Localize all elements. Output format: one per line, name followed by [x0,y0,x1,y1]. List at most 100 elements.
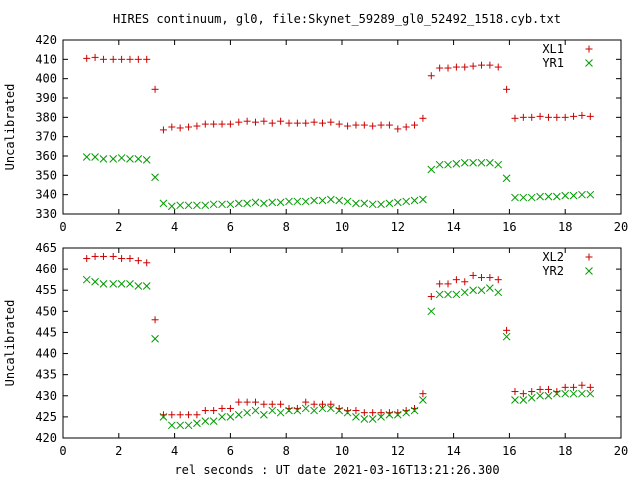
data-point-yr1 [293,197,302,206]
data-point-yr2 [226,413,235,421]
data-point-xl2 [99,252,107,260]
top-y-tick-label: 370 [35,130,57,144]
top-y-tick-label: 390 [35,91,57,105]
data-point-xl1 [561,113,569,121]
data-point-yr1 [285,197,293,206]
data-point-xl1 [511,114,519,122]
data-point-xl2 [578,381,586,389]
data-point-xl1 [586,112,594,120]
bottom-marks [82,252,595,430]
data-point-yr1 [435,160,444,169]
data-point-xl1 [369,122,377,130]
data-point-xl1 [134,55,142,63]
data-point-xl1 [99,55,107,63]
bottom-y-tick-label: 420 [35,431,57,445]
data-point-xl2 [536,385,544,393]
data-point-yr2 [393,410,402,419]
data-point-xl2 [118,255,126,263]
top-x-tick-label: 6 [227,220,234,234]
bottom-y-tick-label: 440 [35,347,57,361]
data-point-xl2 [218,404,226,412]
data-point-yr1 [511,193,519,202]
data-point-xl1 [235,118,243,126]
data-point-yr1 [352,199,360,208]
data-point-yr1 [109,155,118,163]
bottom-x-tick-label: 20 [614,444,628,458]
data-point-xl1 [327,118,335,126]
data-point-xl1 [176,124,184,132]
bottom-ticks: 0 2 4 6 8 10 12 14 16 18 20 420 425 430 435 440 445 450 45… [35,241,628,458]
data-point-yr1 [167,202,176,211]
data-point-xl2 [377,409,385,417]
data-point-xl1 [310,118,318,126]
top-y-tick-label: 360 [35,149,57,163]
bottom-x-tick-label: 12 [391,444,405,458]
data-point-xl2 [193,411,201,419]
data-point-yr2 [502,332,511,341]
data-point-xl1 [201,120,209,128]
data-point-yr1 [126,155,134,163]
data-point-yr2 [419,396,427,404]
data-point-yr1 [142,156,151,164]
data-point-xl2 [327,400,335,408]
data-point-yr2 [268,406,277,415]
data-point-xl1 [243,117,251,125]
data-point-yr2 [251,406,260,415]
data-point-xl1 [544,113,552,121]
top-x-tick-label: 18 [558,220,572,234]
data-point-yr2 [544,391,553,400]
data-point-xl2 [561,383,569,391]
data-point-xl2 [260,400,268,408]
data-point-xl2 [176,411,184,419]
bottom-panel: 0 2 4 6 8 10 12 14 16 18 20 420 425 430 435 440 445 450 45… [3,241,628,458]
data-point-yr2 [552,389,561,398]
data-point-yr1 [586,190,595,199]
data-point-xl2 [151,316,159,324]
bottom-x-tick-label: 4 [171,444,178,458]
data-point-xl1 [83,54,91,62]
data-point-xl1 [185,123,193,131]
data-point-yr1 [218,200,226,209]
top-x-tick-label: 10 [335,220,349,234]
top-x-tick-label: 16 [502,220,516,234]
data-point-xl2 [91,252,99,260]
data-point-xl2 [143,259,151,267]
data-point-yr1 [91,153,99,161]
data-point-yr2 [460,288,469,297]
data-point-xl1 [193,122,201,130]
data-point-yr1 [377,200,385,209]
data-point-xl2 [436,280,444,288]
data-point-yr1 [393,198,402,207]
data-point-xl2 [360,409,368,417]
data-point-yr2 [117,280,126,288]
data-point-xl1 [402,123,410,131]
data-point-yr2 [444,290,452,299]
data-point-xl2 [126,255,134,263]
data-point-yr2 [243,408,251,417]
data-point-xl2 [544,385,552,393]
data-point-yr2 [352,413,360,421]
data-point-yr1 [234,199,243,208]
data-point-yr2 [109,280,118,288]
data-point-xl1 [494,63,502,71]
legend-marker-xl1 [585,45,593,53]
data-point-xl1 [335,120,343,128]
data-point-xl2 [168,411,176,419]
data-point-yr2 [343,408,352,417]
top-marks [82,53,595,211]
top-y-tick-label: 380 [35,110,57,124]
data-point-xl2 [268,400,276,408]
bottom-x-tick-label: 2 [115,444,122,458]
data-point-yr2 [91,277,99,286]
data-point-yr2 [410,406,419,415]
data-point-xl1 [226,120,234,128]
data-point-yr1 [569,191,578,200]
data-point-yr2 [159,413,168,421]
data-point-xl1 [260,117,268,125]
data-point-yr2 [360,415,369,423]
data-point-yr1 [544,192,553,201]
data-point-yr2 [427,307,436,316]
data-point-xl2 [586,383,594,391]
data-point-yr1 [151,173,159,182]
